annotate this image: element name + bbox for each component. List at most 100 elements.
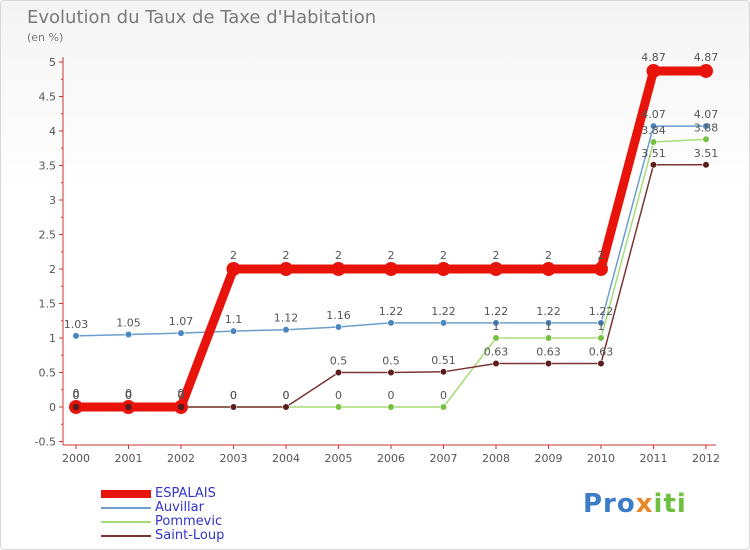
- point-saint-loup: [387, 368, 395, 377]
- data-label-auvillar: 1.07: [169, 315, 194, 328]
- data-label-auvillar: 1.03: [64, 318, 89, 331]
- x-tick-label: 2003: [220, 452, 248, 465]
- point-pommevic: [492, 334, 500, 342]
- legend-label: Pommevic: [155, 514, 223, 529]
- point-auvillar: [124, 330, 133, 339]
- data-label-espalais: 2: [493, 249, 500, 262]
- data-label-saint-loup: 0: [125, 389, 132, 402]
- x-tick-label: 2009: [535, 452, 563, 465]
- data-label-espalais: 4.87: [641, 51, 666, 64]
- point-espalais: [331, 262, 346, 276]
- point-espalais: [594, 262, 608, 276]
- data-label-auvillar: 1.22: [589, 305, 614, 318]
- data-label-auvillar: 1.05: [116, 317, 141, 330]
- data-label-espalais: 2: [598, 249, 605, 262]
- point-saint-loup-overlay: [177, 403, 185, 411]
- point-pommevic: [649, 138, 658, 146]
- x-tick-label: 2007: [430, 452, 458, 465]
- y-tick-label: -0.5: [35, 436, 56, 449]
- data-label-saint-loup: 0: [230, 389, 237, 402]
- point-saint-loup-overlay: [72, 403, 80, 411]
- data-label-saint-loup: 0.63: [589, 346, 614, 359]
- x-tick-label: 2008: [482, 452, 510, 465]
- point-saint-loup: [649, 161, 658, 169]
- x-tick-label: 2000: [62, 452, 90, 465]
- data-label-espalais: 2: [283, 249, 290, 262]
- data-label-pommevic: 1: [545, 320, 552, 333]
- point-pommevic: [387, 403, 395, 411]
- point-saint-loup: [702, 161, 710, 169]
- data-label-pommevic: 0: [440, 389, 447, 402]
- point-espalais: [541, 262, 556, 276]
- legend-label: ESPALAIS: [155, 486, 216, 501]
- data-label-auvillar: 1.22: [431, 305, 456, 318]
- legend-swatch: [101, 507, 151, 509]
- point-saint-loup: [229, 403, 238, 411]
- y-tick-label: 1.5: [39, 298, 57, 311]
- point-auvillar: [649, 122, 658, 130]
- point-saint-loup: [439, 368, 448, 376]
- data-label-saint-loup: 0.5: [330, 355, 348, 368]
- data-label-saint-loup: 3.51: [641, 147, 666, 160]
- y-tick-label: 0: [49, 401, 56, 414]
- data-label-pommevic: 1: [493, 320, 500, 333]
- y-tick-label: 1: [49, 332, 56, 345]
- y-tick-label: 5: [49, 56, 56, 69]
- y-tick-label: 4.5: [39, 91, 57, 104]
- data-label-pommevic: 0: [230, 389, 237, 402]
- data-label-pommevic: 0: [73, 389, 80, 402]
- x-tick-label: 2011: [640, 452, 668, 465]
- data-label-pommevic: 0: [125, 389, 132, 402]
- data-label-pommevic: 3.88: [694, 121, 719, 134]
- point-saint-loup: [492, 359, 500, 368]
- point-auvillar: [72, 332, 80, 340]
- point-auvillar: [439, 319, 448, 327]
- point-auvillar: [702, 122, 710, 130]
- x-tick-label: 2002: [167, 452, 195, 465]
- data-label-pommevic: 0: [388, 389, 395, 402]
- data-label-saint-loup: 0.63: [484, 346, 509, 359]
- y-tick-label: 4: [49, 125, 56, 138]
- data-label-espalais: 2: [545, 249, 552, 262]
- point-pommevic: [439, 403, 448, 411]
- proxiti-logo: Proxiti: [583, 489, 687, 519]
- data-label-espalais: 0: [178, 387, 185, 400]
- x-tick-label: 2005: [325, 452, 353, 465]
- data-label-espalais: 2: [388, 249, 395, 262]
- point-auvillar: [492, 319, 500, 327]
- point-auvillar: [282, 326, 290, 334]
- data-label-espalais: 0: [125, 387, 132, 400]
- data-label-saint-loup: 0.63: [536, 346, 561, 359]
- legend-swatch: [101, 490, 151, 498]
- legend-label: Auvillar: [155, 500, 204, 515]
- data-label-espalais: 2: [230, 249, 237, 262]
- y-tick-label: 0.5: [39, 367, 57, 380]
- point-saint-loup: [544, 359, 553, 368]
- y-tick-label: 3.5: [39, 160, 57, 173]
- data-label-pommevic: 3.84: [641, 124, 666, 137]
- point-pommevic: [334, 403, 343, 411]
- point-espalais: [384, 262, 398, 276]
- point-auvillar: [387, 319, 395, 327]
- point-auvillar: [177, 329, 185, 337]
- chart-title: Evolution du Taux de Taxe d'Habitation: [27, 7, 377, 28]
- data-label-pommevic: 0: [335, 389, 342, 402]
- x-tick-label: 2012: [692, 452, 720, 465]
- x-tick-label: 2001: [115, 452, 143, 465]
- data-label-saint-loup: 0: [283, 389, 290, 402]
- data-label-saint-loup: 0.5: [382, 355, 400, 368]
- point-auvillar: [334, 323, 343, 331]
- data-label-pommevic: 0: [283, 389, 290, 402]
- data-label-espalais: 2: [335, 249, 342, 262]
- data-label-saint-loup: 0.51: [431, 354, 456, 367]
- data-label-auvillar: 1.1: [225, 313, 243, 326]
- data-label-espalais: 2: [440, 249, 447, 262]
- point-espalais: [226, 262, 241, 276]
- data-label-pommevic: 0: [178, 389, 185, 402]
- point-saint-loup-overlay: [125, 403, 132, 411]
- data-label-saint-loup: 3.51: [694, 147, 719, 160]
- x-tick-label: 2006: [377, 452, 405, 465]
- chart-subtitle: (en %): [27, 31, 64, 44]
- point-pommevic: [544, 334, 553, 342]
